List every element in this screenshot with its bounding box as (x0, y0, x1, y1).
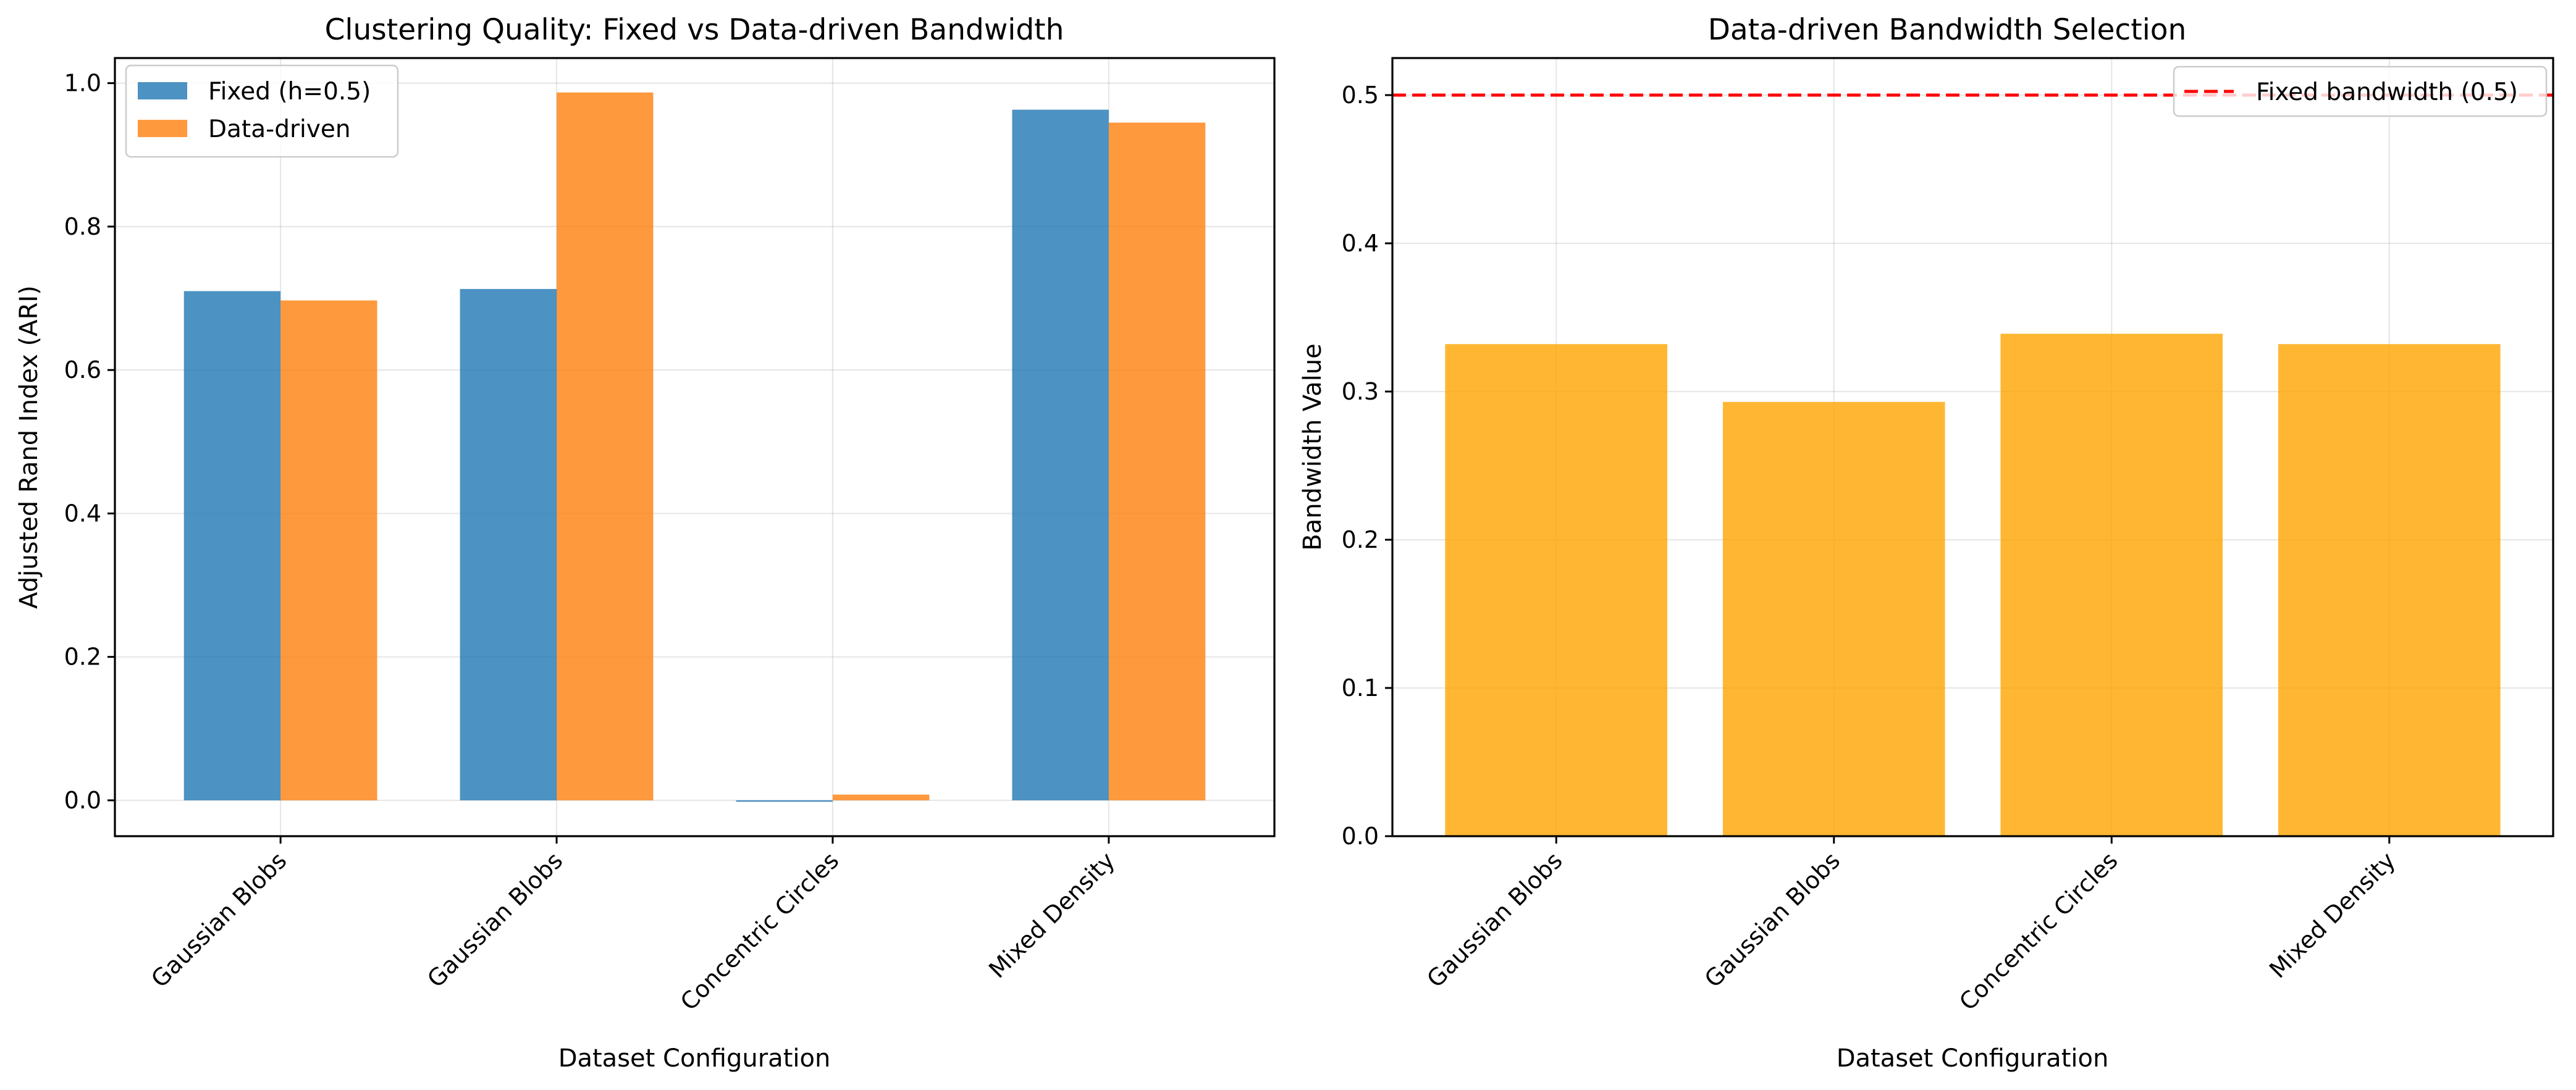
ari-comparison-chart: Clustering Quality: Fixed vs Data-driven… (15, 13, 1276, 1073)
x-tick-label: Concentric Circles (675, 847, 844, 1015)
x-tick-label: Concentric Circles (1954, 847, 2123, 1015)
y-tick-label: 0.2 (64, 644, 101, 671)
legend: Fixed (h=0.5) Data-driven (125, 64, 399, 158)
chart-title: Clustering Quality: Fixed vs Data-driven… (325, 13, 1064, 47)
y-tick-label: 0.6 (64, 356, 101, 384)
y-tick-label: 0.3 (1342, 378, 1379, 405)
bar (460, 288, 557, 800)
bandwidth-selection-chart: Data-driven Bandwidth Selection 0.00.10.… (1299, 13, 2554, 1073)
bar (2278, 344, 2501, 836)
bar (557, 92, 654, 800)
bar (2000, 333, 2223, 836)
y-tick-label: 0.5 (1342, 82, 1379, 109)
x-tick-label: Mixed Density (2264, 847, 2401, 983)
y-tick-label: 0.2 (1342, 526, 1379, 553)
y-tick-label: 0.0 (64, 787, 101, 814)
x-tick-label: Gaussian Blobs (1699, 847, 1845, 992)
legend: Fixed bandwidth (0.5) (2173, 65, 2548, 117)
x-axis-ticks: Gaussian Blobs Gaussian Blobs Concentric C… (1421, 836, 2401, 1016)
bars (1445, 333, 2501, 836)
y-tick-label: 1.0 (64, 70, 101, 97)
legend-label-fixed: Fixed (h=0.5) (208, 78, 371, 106)
plot-frame (114, 57, 1276, 837)
x-axis-ticks: Gaussian Blobs Gaussian Blobs Concentric C… (146, 836, 1120, 1016)
x-tick-label: Gaussian Blobs (146, 847, 292, 992)
y-tick-label: 0.4 (64, 500, 101, 527)
x-tick-label: Mixed Density (983, 847, 1120, 983)
y-tick-label: 0.4 (1342, 230, 1379, 257)
x-tick-label: Gaussian Blobs (422, 847, 568, 992)
y-axis-ticks: 0.0 0.2 0.4 0.6 0.8 1.0 (64, 70, 115, 814)
bar (1012, 109, 1109, 800)
y-tick-label: 0.1 (1342, 674, 1379, 702)
legend-swatch-data-driven (138, 120, 187, 137)
plot-frame (1391, 57, 2554, 837)
y-axis-label: Bandwidth Value (1299, 343, 1327, 551)
bar (1722, 401, 1945, 836)
bar (1445, 344, 1668, 836)
bars (183, 92, 1206, 802)
legend-frame (2173, 65, 2548, 117)
bar (832, 794, 930, 800)
y-tick-label: 0.0 (1342, 823, 1379, 850)
legend-swatch-fixed (138, 82, 187, 99)
y-axis-ticks: 0.0 0.1 0.2 0.3 0.4 0.5 (1342, 82, 1392, 850)
legend-label-data-driven: Data-driven (208, 115, 351, 143)
legend-label-reference: Fixed bandwidth (0.5) (2256, 78, 2518, 106)
legend-frame (125, 64, 399, 158)
bar (183, 291, 281, 800)
y-axis-label: Adjusted Rand Index (ARI) (15, 285, 43, 609)
bar (1108, 122, 1206, 800)
y-tick-label: 0.8 (64, 213, 101, 240)
x-axis-label: Dataset Configuration (1837, 1044, 2109, 1073)
bar (736, 800, 833, 802)
x-axis-label: Dataset Configuration (558, 1044, 831, 1073)
x-tick-label: Gaussian Blobs (1421, 847, 1567, 992)
chart-title: Data-driven Bandwidth Selection (1708, 13, 2187, 47)
bar (280, 300, 377, 800)
